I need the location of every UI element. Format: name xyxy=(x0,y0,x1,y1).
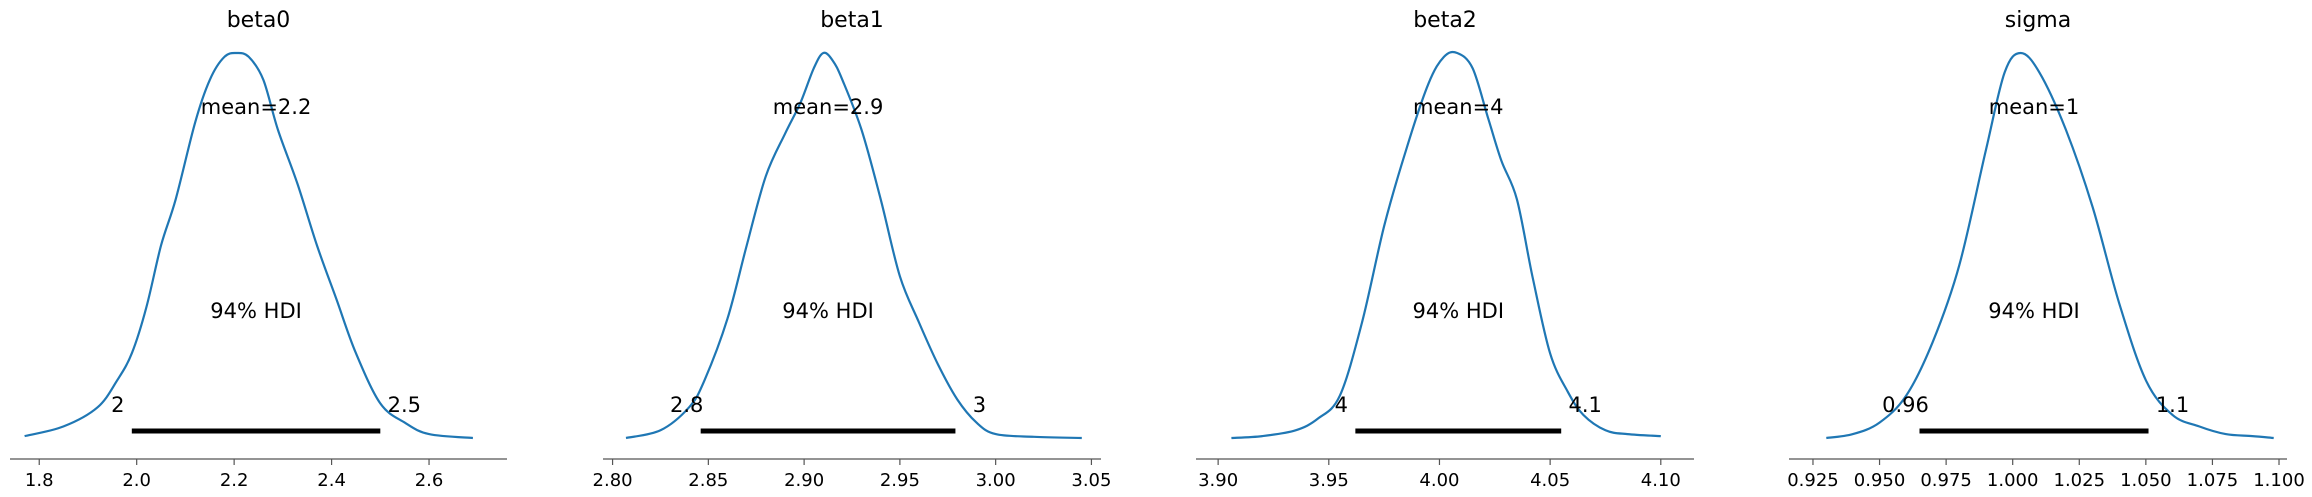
hdi-label-beta1: 94% HDI xyxy=(782,299,874,323)
hdi-upper-label-beta1: 3 xyxy=(973,393,986,417)
density-curve-beta2 xyxy=(1231,50,1661,440)
hdi-lower-label-beta0: 2 xyxy=(111,393,124,417)
x-tick-label-sigma: 1.000 xyxy=(1987,470,2039,491)
x-tick-label-beta1: 3.05 xyxy=(1071,470,1111,491)
hdi-upper-label-beta0: 2.5 xyxy=(388,393,421,417)
density-curve-beta1 xyxy=(625,51,1082,440)
x-tick-label-beta2: 4.00 xyxy=(1419,470,1459,491)
x-tick-label-beta0: 2.2 xyxy=(220,470,249,491)
hdi-upper-label-sigma: 1.1 xyxy=(2156,393,2189,417)
mean-label-beta0: mean=2.2 xyxy=(201,95,312,119)
x-tick-label-beta2: 3.90 xyxy=(1198,470,1238,491)
hdi-upper-label-beta2: 4.1 xyxy=(1568,393,1601,417)
x-tick-label-sigma: 1.025 xyxy=(2054,470,2106,491)
hdi-lower-label-beta1: 2.8 xyxy=(670,393,703,417)
panel-title-beta0: beta0 xyxy=(227,8,291,33)
panel-title-sigma: sigma xyxy=(2005,8,2071,33)
hdi-lower-label-beta2: 4 xyxy=(1335,393,1348,417)
mean-label-beta1: mean=2.9 xyxy=(773,95,884,119)
x-tick-label-sigma: 1.075 xyxy=(2187,470,2239,491)
hdi-lower-label-sigma: 0.96 xyxy=(1882,393,1929,417)
density-curve-beta0 xyxy=(24,51,473,440)
x-tick-label-sigma: 0.925 xyxy=(1787,470,1839,491)
x-tick-label-beta1: 2.85 xyxy=(688,470,728,491)
x-tick-label-beta1: 2.90 xyxy=(784,470,824,491)
panel-title-beta2: beta2 xyxy=(1413,8,1477,33)
x-tick-label-beta2: 4.10 xyxy=(1641,470,1681,491)
x-tick-label-beta2: 3.95 xyxy=(1309,470,1349,491)
panel-title-beta1: beta1 xyxy=(820,8,884,33)
x-tick-label-sigma: 0.950 xyxy=(1854,470,1906,491)
density-curve-sigma xyxy=(1826,51,2274,440)
x-tick-label-sigma: 0.975 xyxy=(1920,470,1972,491)
hdi-label-beta2: 94% HDI xyxy=(1413,299,1505,323)
mean-label-sigma: mean=1 xyxy=(1989,95,2080,119)
x-tick-label-sigma: 1.050 xyxy=(2120,470,2172,491)
mean-label-beta2: mean=4 xyxy=(1413,95,1504,119)
hdi-label-sigma: 94% HDI xyxy=(1988,299,2080,323)
x-tick-label-beta1: 2.95 xyxy=(880,470,920,491)
x-tick-label-beta2: 4.05 xyxy=(1530,470,1570,491)
x-tick-label-sigma: 1.100 xyxy=(2253,470,2305,491)
x-tick-label-beta0: 2.0 xyxy=(122,470,151,491)
x-tick-label-beta0: 1.8 xyxy=(25,470,54,491)
hdi-label-beta0: 94% HDI xyxy=(210,299,302,323)
x-tick-label-beta0: 2.6 xyxy=(415,470,444,491)
x-tick-label-beta0: 2.4 xyxy=(317,470,346,491)
x-tick-label-beta1: 2.80 xyxy=(593,470,633,491)
x-tick-label-beta1: 3.00 xyxy=(976,470,1016,491)
